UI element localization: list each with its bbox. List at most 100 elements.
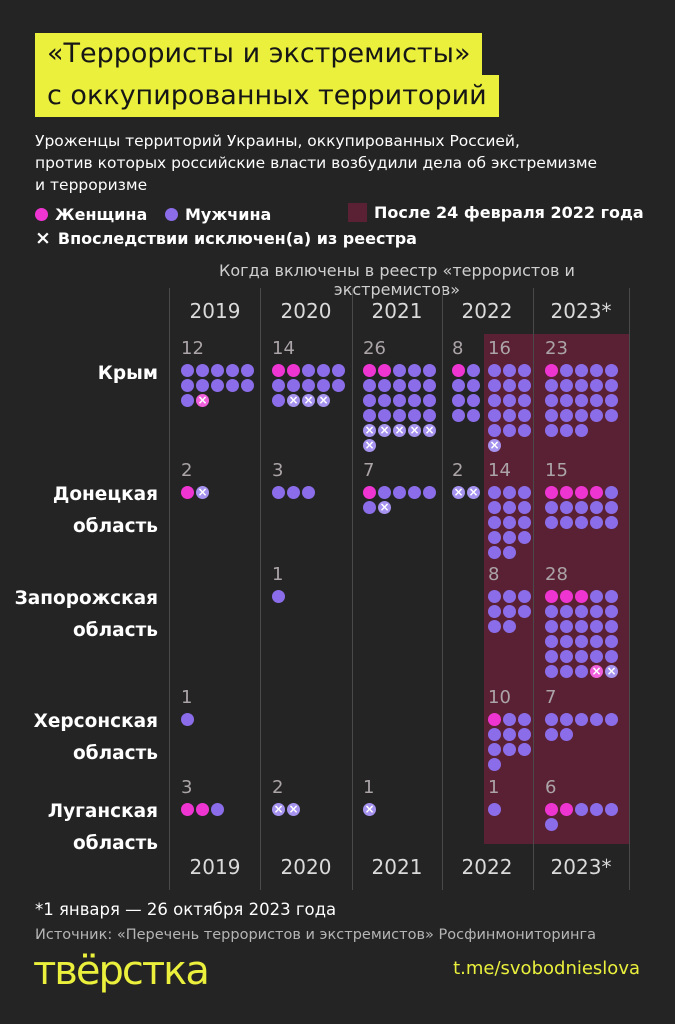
telegram-link[interactable]: t.me/svobodnieslova: [453, 958, 640, 979]
year-label: 2021: [371, 855, 423, 879]
dot-male-excluded: ×: [378, 423, 391, 437]
year-label: 2020: [280, 299, 332, 323]
dot-male: [518, 501, 531, 514]
dot-grid: × × ×: [272, 364, 347, 407]
dot-male: [560, 665, 573, 678]
chart-title: Когда включены в реестр «террористов и э…: [219, 261, 575, 299]
year-label: 2022: [461, 855, 513, 879]
dot-male: [575, 409, 588, 422]
dot-female: [575, 486, 588, 499]
year-label: 2023*: [550, 855, 612, 879]
dot-male: [590, 590, 603, 603]
dot-male: [575, 650, 588, 663]
dot-female: [560, 486, 573, 499]
column-separator: [260, 288, 261, 890]
dot-male: [503, 364, 516, 377]
dot-male: [575, 635, 588, 648]
cell-count: 3: [272, 460, 284, 481]
dot-male: [545, 713, 558, 726]
dot-male: [605, 516, 618, 529]
dot-male-excluded: ×: [287, 802, 300, 816]
dot-male: [488, 394, 501, 407]
dot-male: [518, 379, 531, 392]
dot-male: [545, 394, 558, 407]
dot-male: [423, 394, 436, 407]
legend-male-label: Мужчина: [185, 205, 272, 224]
cell-count: 2: [272, 777, 284, 798]
dot-male: [605, 486, 618, 499]
dot-male: [423, 379, 436, 392]
dot-male: [590, 409, 603, 422]
dot-male: [605, 635, 618, 648]
dot-grid: × ×: [272, 803, 347, 816]
dot-male: [575, 605, 588, 618]
dot-male-excluded: ×: [378, 500, 391, 514]
dot-male: [226, 379, 239, 392]
dot-male: [211, 364, 224, 377]
cell-count: 26: [363, 338, 386, 359]
dot-male: [575, 379, 588, 392]
dot-male: [488, 379, 501, 392]
dot-male: [488, 605, 501, 618]
dot-grid: [545, 364, 620, 437]
cell-count: 1: [181, 687, 193, 708]
dot-male: [590, 379, 603, 392]
dot-male: [488, 409, 501, 422]
dot-male: [560, 650, 573, 663]
dot-male: [605, 379, 618, 392]
page-title: «Террористы и экстремисты» с оккупирован…: [35, 33, 499, 117]
dot-female: [272, 364, 285, 377]
dot-male: [467, 364, 480, 377]
dot-male: [503, 605, 516, 618]
year-label: 2019: [189, 299, 241, 323]
dot-male: [545, 728, 558, 741]
dot-male: [302, 486, 315, 499]
verstka-logo: твёрстка: [33, 948, 210, 994]
cell-count: 14: [488, 460, 511, 481]
dot-male: [545, 501, 558, 514]
dot-grid: [488, 803, 533, 816]
dot-male: [503, 713, 516, 726]
dot-male: [560, 605, 573, 618]
region-label: Донецкая область: [52, 484, 158, 537]
dot-male-excluded: ×: [196, 485, 209, 499]
cell-count: 1: [363, 777, 375, 798]
dot-male: [488, 546, 501, 559]
dot-grid: × × × × × ×: [363, 364, 438, 452]
dot-female: [545, 364, 558, 377]
dot-male: [363, 394, 376, 407]
dot-male: [518, 531, 531, 544]
dot-male: [590, 713, 603, 726]
dot-female: [287, 364, 300, 377]
dot-grid: [452, 364, 482, 422]
dot-male: [518, 590, 531, 603]
dot-male: [378, 379, 391, 392]
dot-male: [503, 394, 516, 407]
legend-female-label: Женщина: [55, 205, 148, 224]
legend-excluded: × Впоследствии исключен(а) из реестра: [35, 229, 417, 249]
legend-after-label: После 24 февраля 2022 года: [374, 203, 644, 222]
dot-male: [560, 728, 573, 741]
dot-male-excluded: ×: [452, 485, 465, 499]
dot-male: [503, 590, 516, 603]
cell-count: 7: [545, 687, 557, 708]
dot-male: [605, 409, 618, 422]
dot-grid: × ×: [452, 486, 482, 499]
dot-male: [518, 713, 531, 726]
dot-male: [590, 650, 603, 663]
column-separator: [169, 288, 170, 890]
dot-male: [590, 394, 603, 407]
dot-female: [378, 364, 391, 377]
dot-male: [378, 409, 391, 422]
dot-male: [378, 486, 391, 499]
dot-male: [363, 501, 376, 514]
dot-male: [241, 379, 254, 392]
dot-female: [363, 364, 376, 377]
cell-count: 14: [272, 338, 295, 359]
dot-female: [575, 590, 588, 603]
dot-male: [503, 620, 516, 633]
dot-male: [452, 409, 465, 422]
dot-male-excluded: ×: [363, 423, 376, 437]
dot-male: [408, 409, 421, 422]
